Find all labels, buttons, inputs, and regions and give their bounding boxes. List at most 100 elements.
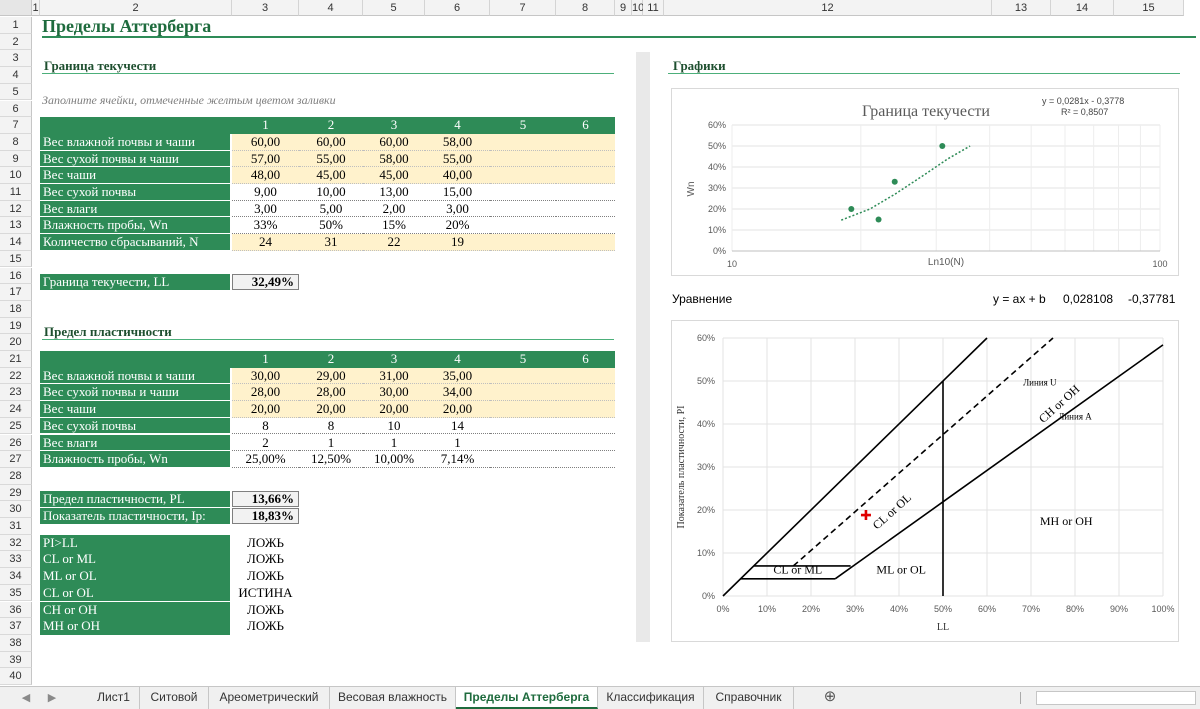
table-cell[interactable]: 3,00	[425, 200, 490, 218]
table-cell[interactable]: 29,00	[299, 367, 363, 385]
column-header[interactable]: 10	[632, 0, 645, 16]
sheet-tab[interactable]: Пределы Аттерберга	[456, 687, 598, 709]
row-header[interactable]: 1	[0, 17, 32, 34]
column-header[interactable]: 11	[643, 0, 664, 16]
table-cell[interactable]: 45,00	[363, 167, 425, 184]
row-header[interactable]: 31	[0, 518, 32, 535]
row-header[interactable]: 11	[0, 184, 32, 201]
table-cell[interactable]: 55,00	[425, 150, 490, 168]
table-cell[interactable]	[556, 234, 615, 251]
table-cell[interactable]: 10,00	[299, 184, 363, 201]
row-header[interactable]: 39	[0, 651, 32, 669]
table-cell[interactable]	[490, 234, 556, 251]
table-cell[interactable]: 28,00	[232, 384, 299, 402]
table-cell[interactable]: 34,00	[425, 384, 490, 402]
row-header[interactable]: 35	[0, 584, 32, 602]
table-cell[interactable]: 30,00	[363, 384, 425, 402]
row-header[interactable]: 10	[0, 167, 32, 184]
row-header[interactable]: 33	[0, 551, 32, 569]
table-cell[interactable]	[490, 417, 556, 435]
row-header[interactable]: 40	[0, 668, 32, 685]
column-header[interactable]: 1	[32, 0, 40, 16]
table-cell[interactable]: 1	[425, 434, 490, 452]
table-cell[interactable]	[490, 184, 556, 201]
table-cell[interactable]	[556, 200, 615, 218]
table-cell[interactable]	[556, 401, 615, 418]
column-header[interactable]: 6	[425, 0, 490, 16]
table-cell[interactable]: 2,00	[363, 200, 425, 218]
table-cell[interactable]: 12,50%	[299, 451, 363, 468]
row-header[interactable]: 29	[0, 484, 32, 502]
row-header[interactable]: 7	[0, 117, 32, 134]
table-cell[interactable]: 20,00	[363, 401, 425, 418]
row-header[interactable]: 13	[0, 217, 32, 235]
row-header[interactable]: 23	[0, 384, 32, 402]
row-header[interactable]: 34	[0, 568, 32, 585]
table-cell[interactable]: 13,00	[363, 184, 425, 201]
row-header[interactable]: 26	[0, 434, 32, 452]
table-cell[interactable]	[556, 417, 615, 435]
row-header[interactable]: 38	[0, 634, 32, 652]
table-cell[interactable]	[490, 150, 556, 168]
table-cell[interactable]: 35,00	[425, 367, 490, 385]
tab-scroll-left-icon[interactable]: ◀	[21, 692, 31, 704]
table-cell[interactable]: 19	[425, 234, 490, 251]
table-cell[interactable]: 8	[232, 417, 299, 435]
row-header[interactable]: 4	[0, 67, 32, 84]
table-cell[interactable]	[490, 451, 556, 468]
table-cell[interactable]: 31,00	[363, 367, 425, 385]
table-cell[interactable]	[556, 434, 615, 452]
row-header[interactable]: 9	[0, 150, 32, 168]
table-cell[interactable]	[490, 167, 556, 184]
table-cell[interactable]: 60,00	[232, 133, 299, 151]
plasticity-chart[interactable]: 0% 10% 20% 30% 40% 50% 60% 0% 10% 20% 30% 40% 50% 60%…	[671, 320, 1179, 642]
spreadsheet-grid[interactable]: 1 2 3 4 5 6 7 8 9 10 11 12 13 14 15 1 2 3 4 5 6 7 8 9 10 11 12 13 1…	[0, 0, 1200, 686]
row-header[interactable]: 5	[0, 83, 32, 101]
table-cell[interactable]: 15%	[363, 217, 425, 235]
liquid-limit-value[interactable]: 32,49%	[232, 274, 299, 290]
row-header[interactable]: 18	[0, 300, 32, 318]
table-cell[interactable]: 50%	[299, 217, 363, 235]
row-header[interactable]: 32	[0, 534, 32, 552]
table-cell[interactable]	[556, 167, 615, 184]
column-header[interactable]: 14	[1051, 0, 1114, 16]
table-cell[interactable]: 22	[363, 234, 425, 251]
select-all-corner[interactable]	[0, 0, 32, 16]
table-cell[interactable]: 9,00	[232, 184, 299, 201]
table-cell[interactable]: 25,00%	[232, 451, 299, 468]
column-header[interactable]: 9	[615, 0, 632, 16]
add-sheet-icon[interactable]: ⊕	[823, 688, 837, 705]
table-cell[interactable]	[490, 200, 556, 218]
table-cell[interactable]	[556, 133, 615, 151]
table-cell[interactable]: 20,00	[299, 401, 363, 418]
row-header[interactable]: 37	[0, 618, 32, 635]
sheet-tab[interactable]: Классификация	[598, 687, 704, 709]
table-cell[interactable]: 14	[425, 417, 490, 435]
column-header[interactable]: 15	[1114, 0, 1184, 16]
table-cell[interactable]: 58,00	[425, 133, 490, 151]
tab-scroll-right-icon[interactable]: ▶	[47, 692, 57, 704]
sheet-tab[interactable]: Лист1	[88, 687, 140, 709]
table-cell[interactable]: 30,00	[232, 367, 299, 385]
table-cell[interactable]: 20,00	[425, 401, 490, 418]
row-header[interactable]: 24	[0, 401, 32, 418]
table-cell[interactable]	[490, 401, 556, 418]
table-cell[interactable]: 48,00	[232, 167, 299, 184]
table-cell[interactable]: 2	[232, 434, 299, 452]
row-header[interactable]: 27	[0, 451, 32, 468]
table-cell[interactable]	[490, 217, 556, 235]
column-header[interactable]: 13	[992, 0, 1051, 16]
table-cell[interactable]: 10	[363, 417, 425, 435]
table-cell[interactable]: 20,00	[232, 401, 299, 418]
table-cell[interactable]	[490, 133, 556, 151]
row-header[interactable]: 12	[0, 200, 32, 218]
table-cell[interactable]: 60,00	[363, 133, 425, 151]
column-header[interactable]: 8	[556, 0, 615, 16]
table-cell[interactable]: 57,00	[232, 150, 299, 168]
table-cell[interactable]	[556, 451, 615, 468]
column-header[interactable]: 5	[363, 0, 425, 16]
table-cell[interactable]: 58,00	[363, 150, 425, 168]
table-cell[interactable]: 31	[299, 234, 363, 251]
table-cell[interactable]: 15,00	[425, 184, 490, 201]
table-cell[interactable]: 24	[232, 234, 299, 251]
